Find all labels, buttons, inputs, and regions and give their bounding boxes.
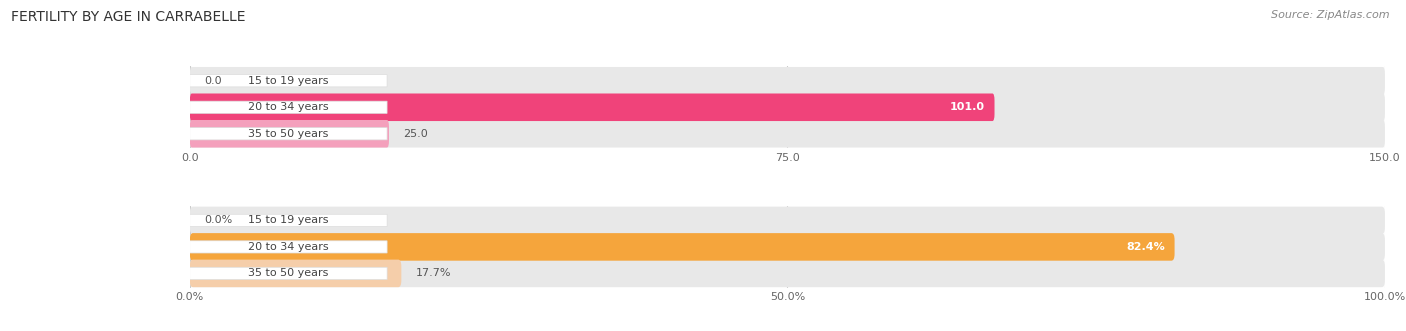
FancyBboxPatch shape xyxy=(190,93,994,121)
FancyBboxPatch shape xyxy=(190,120,389,148)
Text: 15 to 19 years: 15 to 19 years xyxy=(247,76,329,86)
FancyBboxPatch shape xyxy=(190,93,1385,121)
FancyBboxPatch shape xyxy=(190,267,387,279)
FancyBboxPatch shape xyxy=(190,128,387,140)
FancyBboxPatch shape xyxy=(190,67,1385,95)
Text: Source: ZipAtlas.com: Source: ZipAtlas.com xyxy=(1271,10,1389,20)
FancyBboxPatch shape xyxy=(190,260,1385,287)
FancyBboxPatch shape xyxy=(190,214,387,226)
Text: 20 to 34 years: 20 to 34 years xyxy=(247,102,329,112)
Text: 15 to 19 years: 15 to 19 years xyxy=(247,215,329,225)
FancyBboxPatch shape xyxy=(190,233,1174,261)
FancyBboxPatch shape xyxy=(190,241,387,253)
FancyBboxPatch shape xyxy=(190,101,387,114)
Text: 17.7%: 17.7% xyxy=(416,268,451,278)
Text: 0.0%: 0.0% xyxy=(204,215,232,225)
Text: FERTILITY BY AGE IN CARRABELLE: FERTILITY BY AGE IN CARRABELLE xyxy=(11,10,246,24)
Text: 0.0: 0.0 xyxy=(204,76,222,86)
FancyBboxPatch shape xyxy=(190,75,387,87)
Text: 35 to 50 years: 35 to 50 years xyxy=(249,129,329,139)
Text: 101.0: 101.0 xyxy=(950,102,986,112)
Text: 82.4%: 82.4% xyxy=(1126,242,1166,252)
FancyBboxPatch shape xyxy=(190,120,1385,148)
Text: 20 to 34 years: 20 to 34 years xyxy=(247,242,329,252)
FancyBboxPatch shape xyxy=(190,260,401,287)
FancyBboxPatch shape xyxy=(190,233,1385,261)
Text: 25.0: 25.0 xyxy=(404,129,427,139)
FancyBboxPatch shape xyxy=(190,207,1385,234)
Text: 35 to 50 years: 35 to 50 years xyxy=(249,268,329,278)
